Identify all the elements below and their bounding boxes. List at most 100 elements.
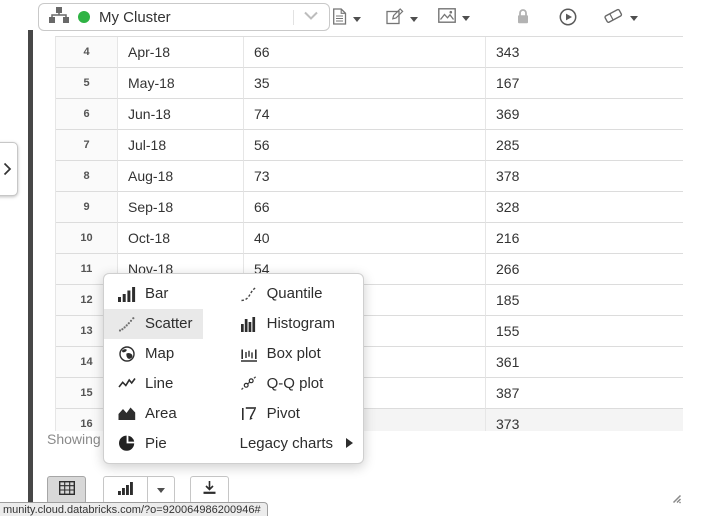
scatter-chart-icon: [118, 316, 136, 332]
menu-item-label: Histogram: [266, 315, 335, 333]
value-cell: [244, 316, 486, 347]
menu-item-q-q-plot[interactable]: Q-Q plot: [226, 368, 363, 398]
month-cell: Apr-18: [118, 37, 244, 68]
value-cell: 373: [486, 409, 683, 431]
resize-handle[interactable]: [670, 491, 682, 509]
value-cell: 40: [244, 223, 486, 254]
histogram-icon: [240, 316, 258, 332]
clear-menu-button[interactable]: [602, 8, 638, 28]
box-plot-icon: [240, 346, 258, 362]
bar-chart-icon: [117, 481, 134, 500]
table-row: 4 Apr-18 66 343: [56, 37, 683, 68]
edit-menu-button[interactable]: [386, 8, 418, 30]
row-number-cell: 10: [56, 223, 118, 254]
row-number-cell: 9: [56, 192, 118, 223]
view-menu-button[interactable]: [438, 8, 470, 28]
run-all-button[interactable]: [559, 8, 577, 31]
row-number-cell: 6: [56, 99, 118, 130]
permissions-lock-button[interactable]: [516, 8, 530, 29]
menu-item-scatter[interactable]: Scatter: [104, 308, 203, 339]
quantile-plot-icon: [240, 286, 258, 302]
download-icon: [202, 480, 217, 500]
table-grid-icon: [58, 480, 75, 500]
cluster-status-dot: [78, 11, 90, 23]
value-cell: [244, 347, 486, 378]
chart-type-menu: Bar Scatter Map Line Area Pie Quantile Histogra…: [103, 273, 364, 464]
table-row: 5 May-18 35 167: [56, 68, 683, 99]
expand-sidebar-button[interactable]: [0, 142, 18, 196]
menu-item-area[interactable]: Area: [104, 398, 226, 428]
value-cell: 167: [486, 68, 683, 99]
menu-column: Bar Scatter Map Line Area Pie: [104, 279, 226, 458]
value-cell: [244, 378, 486, 409]
status-url-tooltip: munity.cloud.databricks.com/?o=920064986…: [0, 502, 268, 516]
pivot-icon: [240, 405, 258, 421]
table-row: 9 Sep-18 66 328: [56, 192, 683, 223]
menu-item-pie[interactable]: Pie: [104, 428, 226, 458]
pie-chart-icon: [118, 435, 136, 451]
menu-item-label: Legacy charts: [239, 434, 333, 452]
value-cell: 266: [486, 254, 683, 285]
value-cell: 66: [244, 37, 486, 68]
row-number-cell: 7: [56, 130, 118, 161]
sitemap-icon: [49, 6, 69, 28]
table-row: 8 Aug-18 73 378: [56, 161, 683, 192]
showing-rows-label: Showing: [47, 431, 101, 447]
value-cell: 328: [486, 192, 683, 223]
download-button[interactable]: [190, 476, 229, 504]
value-cell: 343: [486, 37, 683, 68]
value-cell: 378: [486, 161, 683, 192]
menu-item-bar[interactable]: Bar: [104, 279, 226, 309]
menu-item-label: Pie: [145, 434, 167, 452]
table-row: 10 Oct-18 40 216: [56, 223, 683, 254]
value-cell: 73: [244, 161, 486, 192]
menu-column: Quantile Histogram Box plot Q-Q plot Pivot Le…: [226, 279, 363, 458]
qq-plot-icon: [240, 375, 258, 391]
value-cell: 285: [486, 130, 683, 161]
value-cell: 74: [244, 99, 486, 130]
menu-item-histogram[interactable]: Histogram: [226, 309, 363, 339]
menu-item-quantile[interactable]: Quantile: [226, 279, 363, 309]
cell-focus-bar: [28, 30, 33, 504]
month-cell: Aug-18: [118, 161, 244, 192]
map-globe-icon: [118, 345, 136, 362]
caret-down-icon: [410, 16, 418, 22]
lock-icon: [516, 8, 530, 29]
menu-item-pivot[interactable]: Pivot: [226, 398, 363, 428]
file-menu-button[interactable]: [332, 8, 361, 30]
month-cell: Oct-18: [118, 223, 244, 254]
value-cell: 216: [486, 223, 683, 254]
chart-view-button[interactable]: [103, 476, 148, 504]
row-number-cell: 5: [56, 68, 118, 99]
menu-item-map[interactable]: Map: [104, 339, 226, 369]
table-row: 6 Jun-18 74 369: [56, 99, 683, 130]
divider: [293, 9, 294, 25]
menu-item-label: Line: [145, 374, 174, 392]
play-circle-icon: [559, 8, 577, 31]
month-cell: Jul-18: [118, 130, 244, 161]
table-row: 7 Jul-18 56 285: [56, 130, 683, 161]
month-cell: Jun-18: [118, 99, 244, 130]
menu-item-label: Bar: [145, 285, 169, 303]
image-icon: [438, 8, 456, 28]
caret-down-icon: [157, 487, 165, 493]
menu-item-box-plot[interactable]: Box plot: [226, 339, 363, 369]
menu-item-line[interactable]: Line: [104, 368, 226, 398]
month-cell: May-18: [118, 68, 244, 99]
row-number-cell: 4: [56, 37, 118, 68]
menu-item-label: Area: [145, 404, 177, 422]
menu-item-label: Quantile: [266, 285, 323, 303]
menu-item-label: Pivot: [266, 404, 300, 422]
chart-type-caret-button[interactable]: [147, 476, 175, 504]
caret-down-icon: [353, 16, 361, 22]
bar-chart-icon: [118, 286, 136, 302]
row-number-cell: 11: [56, 254, 118, 285]
table-row: 11 Nov-18 54 266: [56, 254, 683, 285]
menu-item-legacy-charts[interactable]: Legacy charts: [226, 428, 363, 458]
cluster-selector[interactable]: My Cluster: [38, 3, 330, 31]
table-view-button[interactable]: [47, 476, 86, 504]
value-cell: 361: [486, 347, 683, 378]
menu-item-label: Box plot: [266, 345, 321, 363]
row-number-cell: 8: [56, 161, 118, 192]
chevron-down-icon[interactable]: [303, 8, 319, 26]
